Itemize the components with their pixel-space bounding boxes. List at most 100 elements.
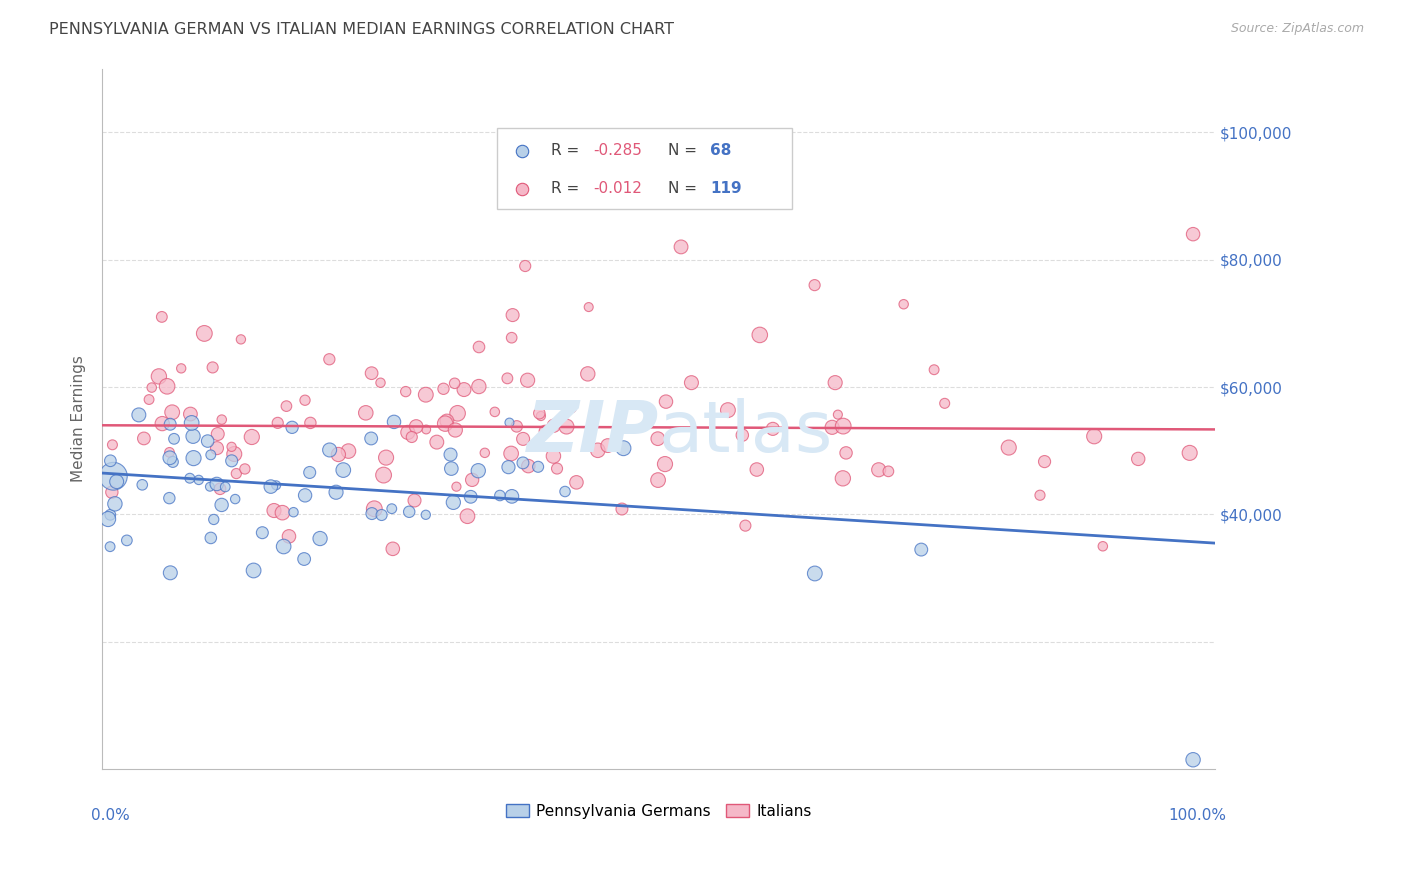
Point	[337, 444, 360, 458]
Point	[543, 449, 565, 463]
Point	[183, 451, 205, 466]
Point	[200, 531, 222, 545]
Point	[318, 352, 340, 367]
Point	[426, 435, 449, 450]
Point	[474, 446, 496, 460]
Point	[283, 505, 305, 519]
Point	[363, 501, 385, 516]
Point	[260, 480, 283, 494]
Point	[647, 432, 669, 446]
Point	[441, 495, 464, 509]
Point	[148, 369, 170, 384]
Point	[734, 518, 756, 533]
Point	[534, 424, 557, 438]
Point	[263, 503, 285, 517]
Point	[276, 399, 298, 413]
Point	[328, 448, 350, 462]
Point	[1083, 429, 1105, 443]
Point	[555, 419, 578, 434]
Point	[436, 414, 458, 428]
Point	[382, 415, 405, 429]
Point	[1029, 488, 1052, 502]
Point	[105, 475, 128, 489]
Point	[163, 432, 186, 446]
Point	[214, 480, 236, 494]
Point	[498, 460, 520, 475]
Point	[415, 387, 437, 401]
Point	[443, 376, 465, 391]
Point	[529, 406, 551, 420]
Text: -0.285: -0.285	[593, 143, 643, 158]
Point	[654, 457, 676, 471]
Point	[576, 367, 599, 381]
Point	[294, 488, 316, 502]
Point	[132, 432, 155, 446]
Point	[484, 405, 506, 419]
Point	[160, 405, 183, 419]
Point	[546, 461, 568, 475]
Point	[745, 462, 768, 476]
Point	[456, 509, 478, 524]
Point	[527, 459, 550, 474]
Point	[506, 419, 529, 434]
Point	[868, 463, 890, 477]
Point	[97, 512, 120, 526]
Point	[748, 327, 770, 342]
Point	[501, 446, 523, 460]
Point	[381, 501, 404, 516]
Point	[404, 493, 426, 508]
Point	[202, 512, 225, 526]
Point	[198, 480, 221, 494]
Text: N =: N =	[668, 143, 702, 158]
Point	[207, 427, 229, 442]
Text: 0.0%: 0.0%	[91, 808, 129, 822]
Point	[104, 497, 127, 511]
Point	[510, 762, 533, 776]
Point	[201, 360, 224, 375]
Point	[877, 464, 900, 478]
Point	[395, 384, 418, 399]
Point	[233, 462, 256, 476]
Point	[211, 412, 233, 426]
Point	[803, 278, 825, 293]
Point	[211, 498, 233, 512]
Point	[434, 417, 457, 431]
Point	[647, 473, 669, 487]
Point	[294, 393, 316, 408]
Point	[360, 507, 382, 521]
Point	[468, 340, 491, 354]
Point	[910, 542, 932, 557]
Text: -0.012: -0.012	[593, 181, 643, 196]
Legend: Pennsylvania Germans, Italians: Pennsylvania Germans, Italians	[499, 797, 818, 825]
Point	[370, 376, 392, 390]
Point	[354, 406, 377, 420]
Point	[512, 432, 534, 446]
Point	[398, 505, 420, 519]
Point	[138, 392, 160, 407]
Point	[100, 454, 122, 468]
Point	[193, 326, 215, 341]
Text: 68: 68	[710, 143, 731, 158]
Point	[502, 308, 524, 322]
Text: 119: 119	[710, 181, 741, 196]
Point	[731, 428, 754, 442]
Point	[717, 403, 740, 417]
Point	[98, 508, 121, 522]
Point	[468, 379, 491, 393]
Point	[179, 407, 201, 421]
Point	[221, 440, 243, 454]
Point	[804, 566, 827, 581]
Point	[318, 442, 340, 457]
Text: N =: N =	[668, 181, 702, 196]
Point	[432, 382, 454, 396]
Point	[209, 482, 232, 496]
Point	[1033, 454, 1056, 468]
Text: R =: R =	[551, 143, 583, 158]
Point	[515, 259, 537, 273]
Point	[281, 420, 304, 434]
Point	[197, 434, 219, 448]
Point	[115, 533, 138, 548]
Point	[832, 419, 855, 434]
Point	[325, 485, 347, 500]
Text: ZIP: ZIP	[526, 399, 659, 467]
